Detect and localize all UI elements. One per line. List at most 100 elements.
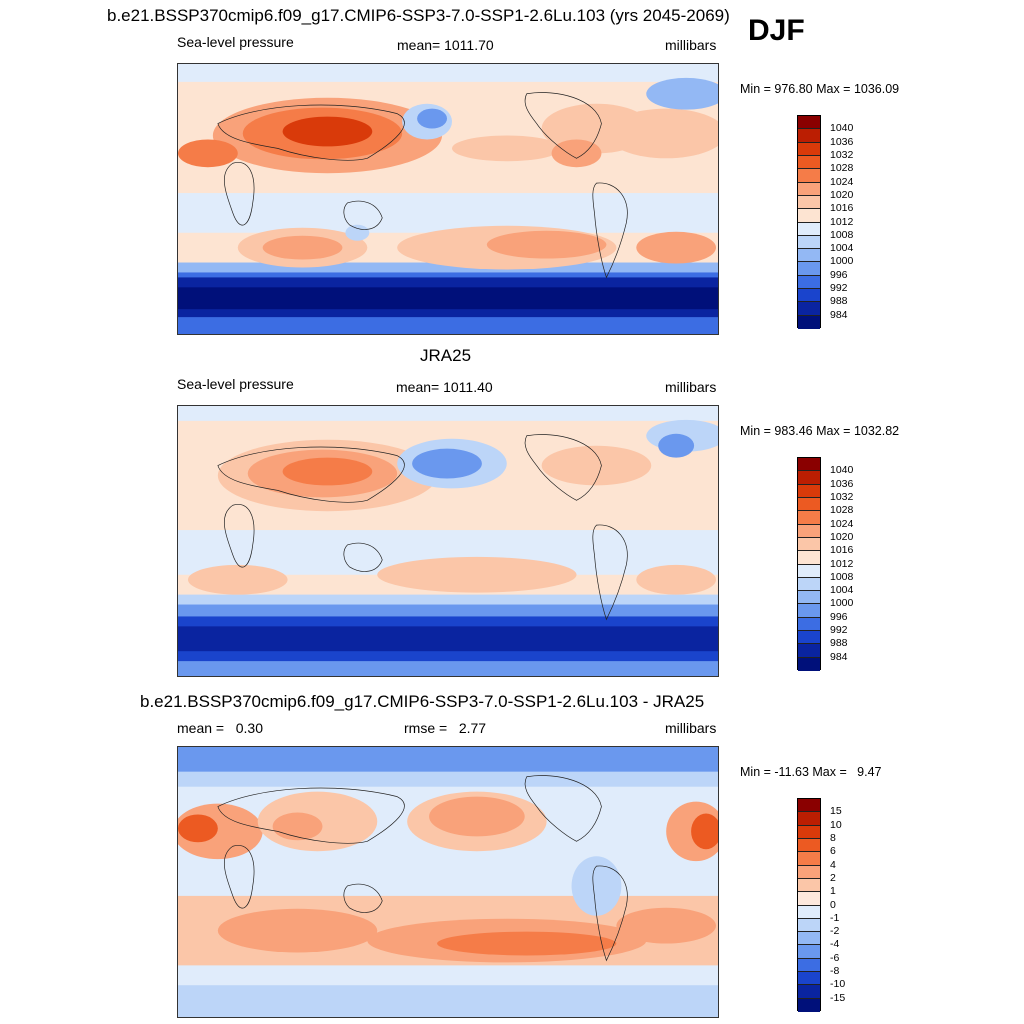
colorbar-level-label: 992 <box>830 624 848 637</box>
colorbar-swatch <box>798 564 820 578</box>
colorbar-level-label: 1016 <box>830 544 854 557</box>
colorbar-level-label: 1040 <box>830 464 854 477</box>
colorbar-swatch <box>798 511 820 525</box>
colorbar-swatch <box>798 945 820 959</box>
panel-3-map <box>177 746 719 1018</box>
colorbar-level-label: 10 <box>830 818 842 831</box>
colorbar-swatch <box>798 892 820 906</box>
colorbar-level-label: 1000 <box>830 597 854 610</box>
colorbar-swatch <box>798 918 820 933</box>
panel-1-minmax: Min = 976.80 Max = 1036.09 <box>740 82 900 96</box>
colorbar-swatch <box>798 484 820 498</box>
colorbar-level-label: 8 <box>830 831 836 844</box>
colorbar-level-label: 15 <box>830 805 842 818</box>
colorbar-level-label: 1020 <box>830 530 854 543</box>
colorbar-level-label: 988 <box>830 295 848 308</box>
colorbar-level-label: 984 <box>830 308 848 321</box>
colorbar-swatch <box>798 289 820 303</box>
colorbar-swatch <box>798 249 820 263</box>
panel-3-mean-label: mean = 0.30 <box>177 720 264 736</box>
colorbar-swatch <box>798 825 820 839</box>
colorbar-swatch <box>798 209 820 223</box>
panel-3-units-label: millibars <box>665 720 717 736</box>
panel-3-minmax: Min = -11.63 Max = 9.47 <box>740 765 882 779</box>
panel-1-mean-label: mean= 1011.70 <box>397 37 494 53</box>
colorbar-swatch <box>798 932 820 946</box>
colorbar-level-label: -10 <box>830 978 846 991</box>
colorbar-level-label: 1032 <box>830 148 854 161</box>
panel-1-map <box>177 63 719 335</box>
colorbar-swatch <box>798 142 820 156</box>
colorbar-level-label: 1040 <box>830 122 854 135</box>
colorbar-level-label: 4 <box>830 858 836 871</box>
colorbar-swatch <box>798 537 820 552</box>
colorbar-level-label: 1036 <box>830 135 854 148</box>
colorbar-level-label: 6 <box>830 845 836 858</box>
panel-3-title: b.e21.BSSP370cmip6.f09_g17.CMIP6-SSP3-7.… <box>140 692 705 711</box>
colorbar-swatch <box>798 182 820 196</box>
colorbar-level-label: 1024 <box>830 517 854 530</box>
colorbar-swatch <box>798 315 820 329</box>
colorbar-swatch <box>798 657 820 671</box>
colorbar-swatch <box>798 497 820 512</box>
colorbar-level-label: 0 <box>830 898 836 911</box>
colorbar-level-label: -8 <box>830 965 840 978</box>
colorbar-swatch <box>798 551 820 565</box>
colorbar-level-label: 1024 <box>830 175 854 188</box>
colorbar-swatch <box>798 972 820 986</box>
colorbar-swatch <box>798 852 820 866</box>
colorbar-level-label: 1012 <box>830 557 854 570</box>
panel-2-minmax: Min = 983.46 Max = 1032.82 <box>740 424 900 438</box>
colorbar-level-label: 1036 <box>830 477 854 490</box>
colorbar-level-label: 996 <box>830 268 848 281</box>
colorbar-swatch <box>798 998 820 1012</box>
colorbar-swatch <box>798 604 820 618</box>
colorbar-level-label: -15 <box>830 991 846 1004</box>
colorbar-level-label: 1012 <box>830 215 854 228</box>
colorbar-level-label: 996 <box>830 610 848 623</box>
colorbar-level-label: 2 <box>830 871 836 884</box>
colorbar-swatch <box>798 631 820 645</box>
colorbar-level-label: 1028 <box>830 504 854 517</box>
colorbar-level-label: 992 <box>830 282 848 295</box>
panel-3-rmse-label: rmse = 2.77 <box>404 720 487 736</box>
colorbar-level-label: -2 <box>830 925 840 938</box>
colorbar-swatch <box>798 275 820 290</box>
colorbar-swatch <box>798 524 820 538</box>
colorbar-level-label: 1000 <box>830 255 854 268</box>
panel-2-variable-label: Sea-level pressure <box>177 376 294 392</box>
season-label: DJF <box>748 14 805 47</box>
panel-1-variable-label: Sea-level pressure <box>177 34 294 50</box>
panel-1-title: b.e21.BSSP370cmip6.f09_g17.CMIP6-SSP3-7.… <box>107 6 730 25</box>
colorbar-swatch <box>798 116 820 130</box>
panel-2-units-label: millibars <box>665 379 717 395</box>
colorbar-swatch <box>798 129 820 143</box>
colorbar-swatch <box>798 169 820 183</box>
colorbar-level-label: -6 <box>830 951 840 964</box>
colorbar-swatch <box>798 591 820 605</box>
colorbar-level-label: 1016 <box>830 202 854 215</box>
colorbar-level-label: 1008 <box>830 570 854 583</box>
colorbar-level-label: 1 <box>830 885 836 898</box>
colorbar-swatch <box>798 471 820 485</box>
panel-1-colorbar-swatches <box>797 115 821 329</box>
colorbar-swatch <box>798 302 820 316</box>
colorbar-swatch <box>798 838 820 853</box>
colorbar-level-label: 984 <box>830 650 848 663</box>
colorbar-swatch <box>798 985 820 999</box>
colorbar-swatch <box>798 865 820 879</box>
colorbar-swatch <box>798 195 820 210</box>
panel-2-colorbar-swatches <box>797 457 821 671</box>
colorbar-level-label: 1004 <box>830 584 854 597</box>
colorbar-swatch <box>798 617 820 632</box>
colorbar-level-label: 1008 <box>830 228 854 241</box>
colorbar-level-label: 1020 <box>830 188 854 201</box>
colorbar-level-label: 1032 <box>830 490 854 503</box>
colorbar-swatch <box>798 799 820 813</box>
colorbar-swatch <box>798 458 820 472</box>
colorbar-level-label: 1028 <box>830 162 854 175</box>
colorbar-swatch <box>798 958 820 973</box>
panel-2-title: JRA25 <box>420 346 472 365</box>
colorbar-swatch <box>798 812 820 826</box>
colorbar-swatch <box>798 878 820 893</box>
